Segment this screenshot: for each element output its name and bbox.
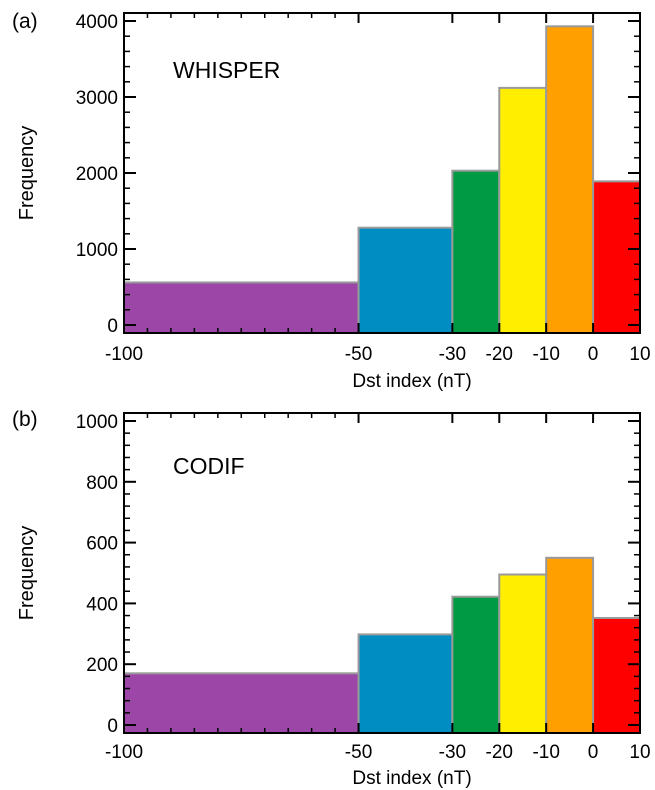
x-axis-label: Dst index (nT)	[352, 371, 471, 392]
x-tick-label: -10	[532, 742, 559, 763]
panel-label: (b)	[12, 408, 38, 431]
x-tick-label: -10	[532, 344, 559, 365]
histogram-bar	[545, 25, 595, 334]
histogram-bar	[592, 180, 641, 334]
histogram-bar	[357, 633, 454, 735]
panel-b-codif-histogram: -100 -50 -30 -20 -10 0 1002004006008001000(b)C…	[12, 408, 651, 789]
y-tick-label: 1000	[76, 412, 118, 433]
histogram-bar	[123, 281, 360, 335]
chart-title: CODIF	[173, 453, 245, 479]
histogram-bar	[451, 595, 501, 734]
x-tick-label: -20	[486, 742, 513, 763]
y-tick-label: 4000	[76, 12, 118, 33]
y-axis-label: Frequency	[16, 126, 38, 221]
histogram-bar	[357, 226, 454, 334]
x-tick-label: 0	[588, 742, 599, 763]
y-tick-label: 400	[86, 594, 118, 615]
x-tick-label: -30	[439, 344, 466, 365]
histogram-bar	[592, 616, 641, 735]
histogram-bar	[498, 573, 548, 735]
y-tick-label: 600	[86, 534, 118, 555]
histogram-bar	[123, 672, 360, 735]
y-tick-label: 3000	[76, 88, 118, 109]
plot-frame	[123, 412, 641, 734]
y-tick-label: 0	[107, 316, 118, 337]
x-tick-label: -30	[439, 742, 466, 763]
chart-title: WHISPER	[173, 57, 280, 83]
x-tick-label: -100	[105, 344, 143, 365]
y-tick-label: 1000	[76, 240, 118, 261]
y-tick-label: 0	[107, 716, 118, 737]
panel-label: (a)	[12, 10, 38, 33]
panel-a-whisper-histogram: -100 -50 -30 -20 -10 0 1001000200030004000(a)W…	[12, 10, 651, 392]
histogram-bar	[498, 86, 548, 334]
x-tick-label: 10	[629, 742, 650, 763]
x-tick-label: -100	[105, 742, 143, 763]
y-tick-label: 200	[86, 655, 118, 676]
y-tick-label: 800	[86, 473, 118, 494]
x-tick-label: -50	[345, 742, 372, 763]
x-tick-label: -20	[486, 344, 513, 365]
histogram-bar	[451, 169, 501, 334]
x-axis-label: Dst index (nT)	[352, 768, 471, 789]
x-tick-label: 10	[629, 344, 650, 365]
y-axis-label: Frequency	[16, 526, 38, 621]
x-tick-label: 0	[588, 344, 599, 365]
y-tick-label: 2000	[76, 164, 118, 185]
histogram-bar	[545, 556, 595, 734]
x-tick-label: -50	[345, 344, 372, 365]
